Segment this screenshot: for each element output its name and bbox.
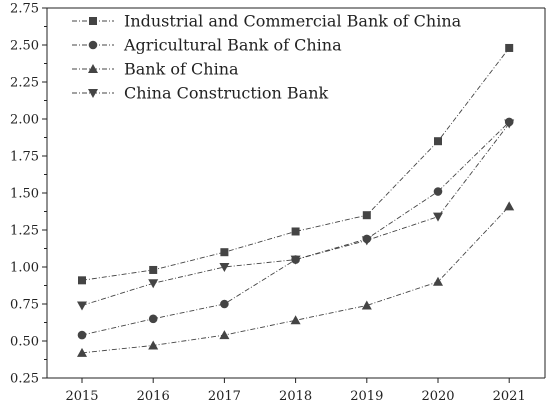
legend-label: China Construction Bank <box>124 84 329 103</box>
y-tick-label: 1.00 <box>10 261 39 276</box>
y-tick-label: 2.25 <box>10 76 39 91</box>
y-tick-label: 2.75 <box>10 2 39 17</box>
data-point <box>362 211 371 220</box>
data-point <box>290 315 301 325</box>
legend-item-1: Industrial and Commercial Bank of China <box>72 12 462 31</box>
data-point <box>219 330 230 340</box>
legend-item-3: Bank of China <box>72 60 239 79</box>
data-point <box>433 187 443 196</box>
x-tick-label: 2021 <box>493 389 526 404</box>
legend-label: Industrial and Commercial Bank of China <box>124 12 462 31</box>
legend-marker <box>89 17 97 25</box>
y-tick-label: 1.25 <box>10 224 39 239</box>
legend-item-2: Agricultural Bank of China <box>72 36 342 55</box>
legend-marker <box>88 89 98 98</box>
series-line <box>81 123 510 306</box>
legend: Industrial and Commercial Bank of China A… <box>72 12 462 103</box>
x-tick-label: 2020 <box>421 389 454 404</box>
y-tick-label: 0.50 <box>10 335 39 350</box>
data-point <box>433 212 443 222</box>
data-point <box>433 276 443 286</box>
data-point <box>77 330 87 340</box>
legend-label: Bank of China <box>124 60 239 79</box>
data-point <box>77 301 87 311</box>
legend-marker <box>88 40 98 50</box>
series-layer <box>77 43 515 357</box>
series-3 <box>77 201 515 357</box>
data-point <box>219 263 230 272</box>
legend-item-4: China Construction Bank <box>72 84 329 103</box>
axes: 0.25 0.50 0.75 1.00 1.25 1.50 1.75 2.00 2.25 2.50… <box>10 2 546 404</box>
data-point <box>148 314 158 324</box>
data-point <box>148 340 159 350</box>
x-tick-label: 2015 <box>65 389 98 404</box>
data-point <box>361 300 372 310</box>
data-point <box>361 236 372 246</box>
series-1 <box>78 43 514 285</box>
data-point <box>148 279 159 289</box>
x-tick-label: 2017 <box>208 389 241 404</box>
data-point <box>77 347 87 357</box>
y-tick-label: 1.75 <box>10 150 39 165</box>
data-point <box>505 43 514 52</box>
data-point <box>504 201 515 211</box>
y-tick-label: 0.25 <box>10 372 39 387</box>
y-tick-label: 2.50 <box>10 39 39 54</box>
y-tick-label: 1.50 <box>10 187 39 202</box>
data-point <box>220 248 229 257</box>
series-4 <box>77 119 515 311</box>
data-point <box>220 299 229 309</box>
data-point <box>290 255 301 265</box>
x-tick-label: 2018 <box>279 389 312 404</box>
data-point <box>149 265 158 274</box>
data-point <box>504 119 515 129</box>
data-point <box>78 276 86 285</box>
y-tick-label: 2.00 <box>10 113 39 128</box>
y-tick-label: 0.75 <box>10 298 39 313</box>
data-point <box>291 227 300 236</box>
data-point <box>434 137 442 146</box>
legend-label: Agricultural Bank of China <box>123 36 342 55</box>
x-tick-label: 2019 <box>350 389 383 404</box>
legend-marker <box>88 64 98 73</box>
x-tick-label: 2016 <box>137 389 170 404</box>
